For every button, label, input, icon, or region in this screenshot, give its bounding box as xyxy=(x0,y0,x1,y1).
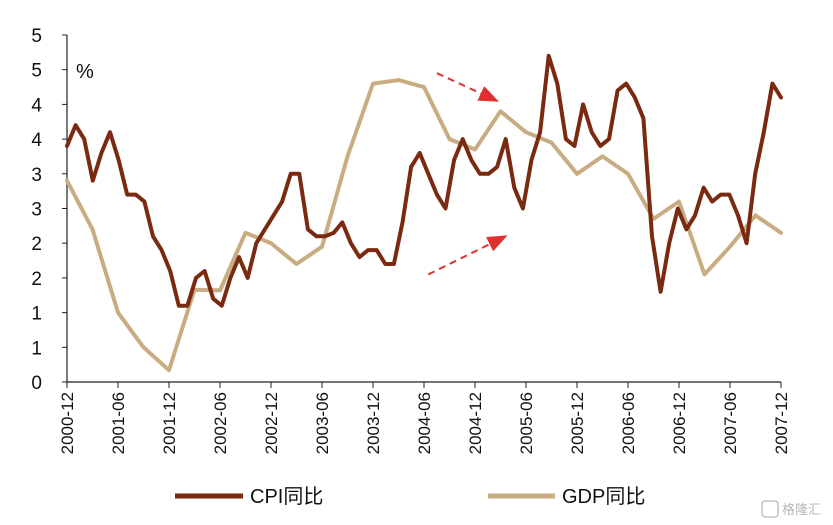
x-axis: 2000-12 2001-06 2001-12 2002-06 2002-12 2003-… xyxy=(58,381,791,454)
watermark-text: 格隆汇 xyxy=(782,502,821,518)
trend-annotations xyxy=(427,72,508,276)
y-tick-label: 3 xyxy=(31,200,42,221)
x-tick-label: 2003-12 xyxy=(364,392,383,454)
x-tick-label: 2004-12 xyxy=(466,392,485,454)
series-line-gdp xyxy=(65,78,783,373)
x-tick-label: 2000-12 xyxy=(58,392,77,454)
y-tick-label: 4 xyxy=(31,95,42,116)
x-tick-label: 2003-06 xyxy=(313,392,332,454)
y-tick-label: 5 xyxy=(31,61,42,82)
y-tick-label: 4 xyxy=(31,130,42,151)
legend-label-gdp: GDP同比 xyxy=(562,485,645,508)
legend-label-cpi: CPI同比 xyxy=(250,485,323,508)
y-tick-label: 2 xyxy=(31,234,42,255)
x-tick-label: 2001-06 xyxy=(109,392,128,454)
series-line-cpi xyxy=(65,53,783,308)
y-tick-label: 3 xyxy=(31,165,42,186)
x-tick-label: 2007-12 xyxy=(772,392,791,454)
y-unit-label: % xyxy=(76,61,94,83)
x-tick-label: 2005-12 xyxy=(568,392,587,454)
x-tick-label: 2004-06 xyxy=(415,392,434,454)
watermark: 格隆汇 xyxy=(761,500,821,518)
x-tick-label: 2001-12 xyxy=(160,392,179,454)
watermark-logo-icon xyxy=(761,500,779,518)
annotation-arrow-down xyxy=(436,72,499,102)
x-tick-label: 2005-06 xyxy=(517,392,536,454)
x-tick-label: 2007-06 xyxy=(721,392,740,454)
y-tick-label: 2 xyxy=(31,269,42,290)
annotation-arrow-up xyxy=(427,235,508,276)
x-tick-label: 2002-06 xyxy=(211,392,230,454)
y-axis: 0 1 1 2 2 3 3 4 4 5 5 xyxy=(31,26,68,394)
y-tick-label: 0 xyxy=(31,373,42,394)
y-tick-label: 5 xyxy=(31,26,42,47)
y-tick-label: 1 xyxy=(31,338,42,359)
series-lines xyxy=(65,53,783,373)
x-tick-label: 2006-12 xyxy=(670,392,689,454)
x-tick-label: 2006-06 xyxy=(619,392,638,454)
legend: CPI同比 GDP同比 xyxy=(175,485,645,508)
y-tick-label: 1 xyxy=(31,304,42,325)
x-tick-label: 2002-12 xyxy=(262,392,281,454)
